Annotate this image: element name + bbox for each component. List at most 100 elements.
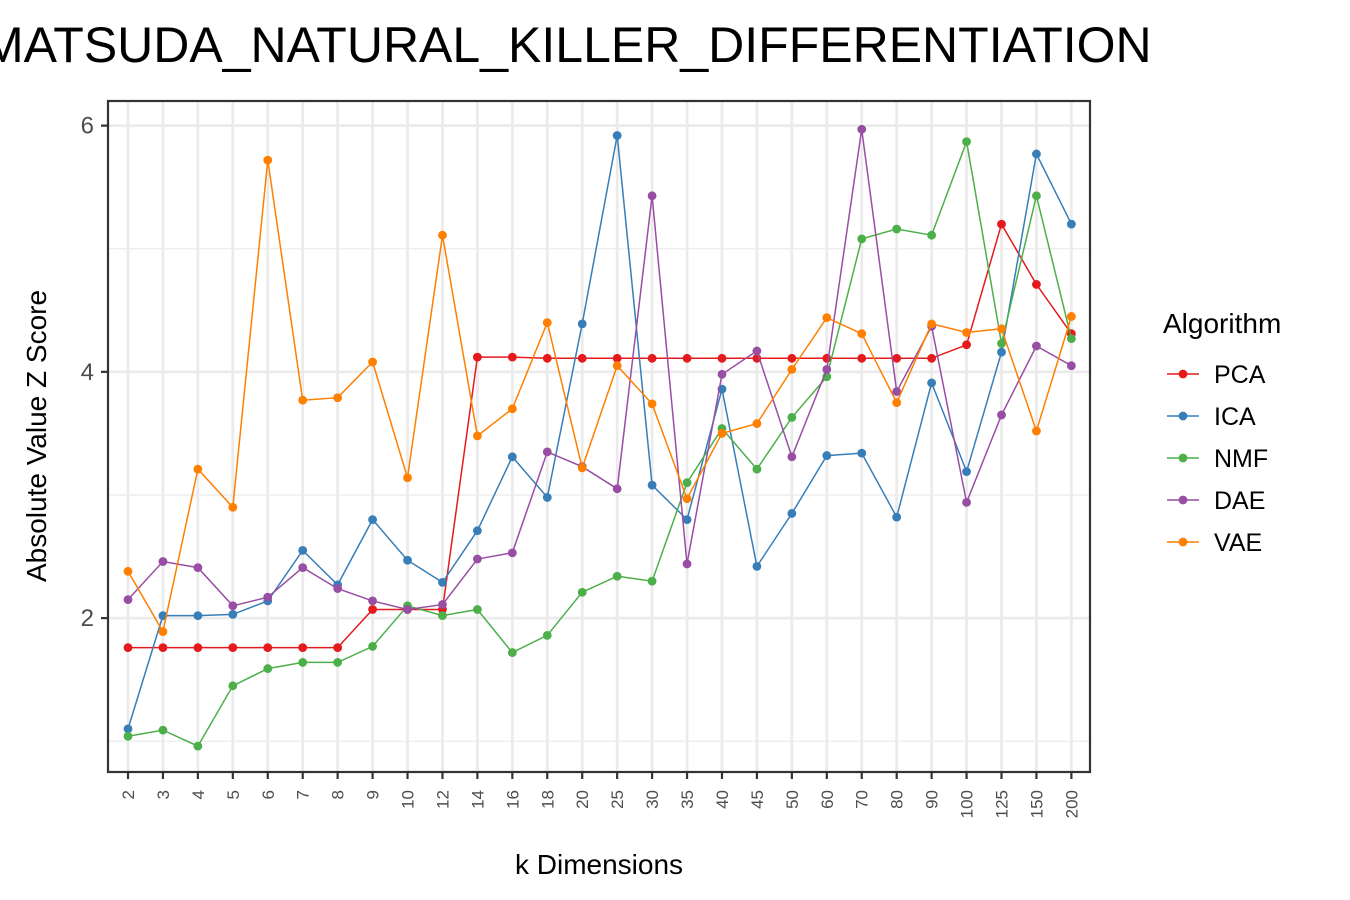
grid-layer bbox=[108, 101, 1090, 772]
data-point-nmf bbox=[892, 224, 902, 234]
data-point-nmf bbox=[438, 611, 447, 621]
data-point-nmf bbox=[647, 576, 657, 586]
data-point-nmf bbox=[1066, 334, 1076, 344]
legend-point-nmf bbox=[1178, 453, 1188, 463]
data-point-ica bbox=[438, 577, 447, 587]
data-point-nmf bbox=[857, 234, 867, 244]
y-tick-label: 4 bbox=[81, 359, 94, 386]
data-point-ica bbox=[682, 515, 692, 525]
data-point-vae bbox=[333, 393, 343, 403]
data-point-ica bbox=[787, 509, 797, 518]
x-tick-label: 12 bbox=[433, 790, 452, 809]
data-point-ica bbox=[473, 526, 482, 536]
data-point-vae bbox=[473, 431, 482, 441]
data-point-dae bbox=[787, 452, 797, 462]
data-point-dae bbox=[822, 365, 832, 374]
data-point-nmf bbox=[787, 413, 797, 422]
data-point-pca bbox=[647, 353, 657, 363]
data-point-pca bbox=[333, 643, 343, 653]
data-point-vae bbox=[228, 502, 238, 512]
data-point-nmf bbox=[228, 681, 238, 691]
data-point-dae bbox=[857, 124, 867, 134]
x-tick-label: 16 bbox=[503, 790, 522, 809]
data-point-ica bbox=[123, 724, 133, 734]
y-tick-label: 2 bbox=[81, 605, 94, 632]
x-tick-label: 50 bbox=[783, 790, 802, 809]
data-point-vae bbox=[1066, 312, 1076, 321]
data-point-ica bbox=[193, 611, 203, 621]
data-point-ica bbox=[1032, 149, 1041, 159]
data-point-vae bbox=[542, 318, 552, 328]
legend-title: Algorithm bbox=[1163, 308, 1281, 339]
data-point-pca bbox=[473, 352, 482, 362]
data-point-nmf bbox=[612, 571, 622, 581]
data-point-dae bbox=[682, 559, 692, 569]
x-tick-label: 2 bbox=[119, 790, 138, 799]
data-point-ica bbox=[612, 131, 622, 140]
data-point-dae bbox=[717, 369, 727, 379]
data-point-nmf bbox=[473, 605, 482, 614]
data-point-pca bbox=[927, 353, 937, 363]
data-point-vae bbox=[158, 627, 168, 637]
data-point-vae bbox=[438, 230, 447, 240]
x-tick-label: 40 bbox=[713, 790, 732, 809]
x-tick-label: 25 bbox=[608, 790, 627, 809]
legend-point-pca bbox=[1178, 369, 1188, 379]
data-point-ica bbox=[647, 480, 657, 490]
x-axis-title: k Dimensions bbox=[515, 849, 683, 880]
x-tick-label: 45 bbox=[748, 790, 767, 809]
y-axis-title: Absolute Value Z Score bbox=[21, 290, 52, 582]
data-point-dae bbox=[542, 447, 552, 457]
data-point-dae bbox=[193, 563, 203, 573]
data-point-ica bbox=[822, 451, 832, 460]
data-point-pca bbox=[577, 353, 587, 363]
data-point-ica bbox=[368, 515, 377, 525]
data-point-nmf bbox=[577, 587, 587, 597]
x-tick-label: 3 bbox=[154, 790, 173, 799]
data-point-vae bbox=[717, 429, 727, 438]
data-point-pca bbox=[822, 353, 832, 363]
data-point-vae bbox=[647, 399, 657, 409]
data-point-dae bbox=[438, 600, 447, 609]
x-tick-label: 5 bbox=[224, 790, 243, 799]
data-point-pca bbox=[857, 353, 867, 363]
legend-label-vae: VAE bbox=[1214, 529, 1262, 557]
data-point-vae bbox=[298, 395, 308, 405]
data-point-ica bbox=[1066, 219, 1076, 229]
y-tick-label: 6 bbox=[81, 113, 94, 140]
data-point-dae bbox=[368, 596, 377, 606]
x-tick-label: 70 bbox=[853, 790, 872, 809]
data-point-nmf bbox=[193, 741, 203, 751]
data-point-pca bbox=[962, 340, 971, 350]
x-tick-label: 35 bbox=[678, 790, 697, 809]
data-point-vae bbox=[263, 155, 273, 165]
data-point-dae bbox=[298, 563, 308, 573]
data-point-dae bbox=[612, 484, 622, 494]
data-point-vae bbox=[787, 365, 797, 374]
data-point-ica bbox=[997, 347, 1006, 357]
data-point-vae bbox=[403, 473, 412, 483]
data-point-dae bbox=[1066, 361, 1076, 371]
data-point-vae bbox=[822, 313, 832, 323]
data-point-dae bbox=[228, 601, 238, 611]
data-point-dae bbox=[473, 554, 482, 564]
x-tick-label: 100 bbox=[958, 790, 977, 818]
data-point-vae bbox=[612, 361, 622, 371]
data-point-pca bbox=[997, 219, 1006, 229]
data-point-vae bbox=[123, 566, 133, 576]
x-tick-label: 4 bbox=[189, 790, 208, 799]
data-point-pca bbox=[612, 353, 622, 363]
data-point-pca bbox=[507, 352, 517, 362]
data-point-pca bbox=[682, 353, 692, 363]
legend-label-dae: DAE bbox=[1214, 487, 1265, 515]
data-point-vae bbox=[752, 419, 762, 428]
x-tick-label: 90 bbox=[923, 790, 942, 809]
data-point-ica bbox=[927, 378, 937, 388]
data-point-vae bbox=[368, 357, 377, 367]
data-point-ica bbox=[403, 555, 412, 565]
series-line-vae bbox=[127, 159, 1073, 634]
legend-label-nmf: NMF bbox=[1214, 445, 1268, 473]
x-tick-label: 150 bbox=[1027, 790, 1046, 818]
data-point-dae bbox=[507, 548, 517, 558]
